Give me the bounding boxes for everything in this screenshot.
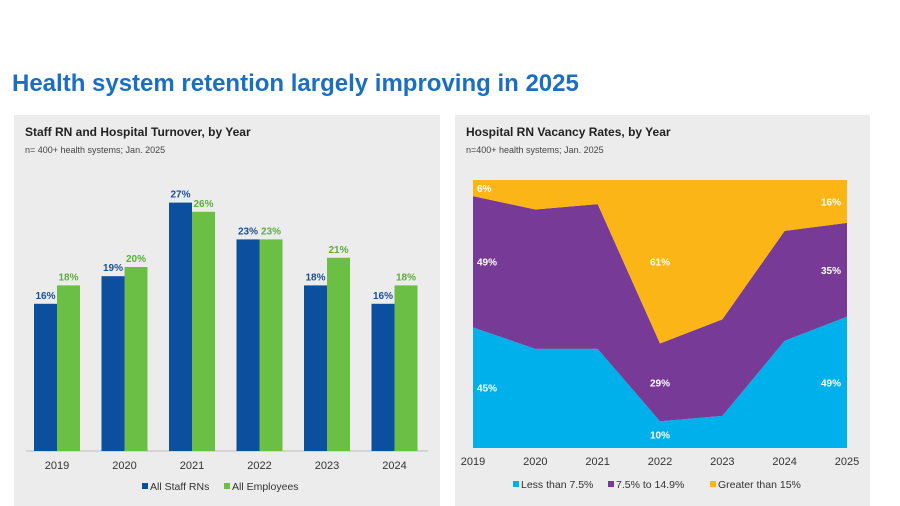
vacancy-area-chart: 45% 10% 49% 49% 29% 35% 6% 61% 16% 2019 2020 2021 20… xyxy=(461,180,859,491)
data-label: 16% xyxy=(35,291,55,302)
x-tick-label: 2022 xyxy=(247,460,271,472)
vacancy-chart-panel: Hospital RN Vacancy Rates, by Year n=400… xyxy=(455,115,870,506)
data-label: 61% xyxy=(650,258,670,269)
x-tick-label: 2021 xyxy=(585,456,609,468)
x-tick-label: 2020 xyxy=(112,460,136,472)
x-tick-label: 2024 xyxy=(382,460,406,472)
bar-2023-1 xyxy=(327,257,350,451)
data-label: 10% xyxy=(650,431,670,442)
bar-2019-1 xyxy=(57,285,80,451)
data-label: 16% xyxy=(821,197,841,208)
data-label: 6% xyxy=(477,184,492,195)
legend-label: All Employees xyxy=(232,481,299,493)
bar-2021-1 xyxy=(192,211,215,451)
legend-swatch xyxy=(710,481,716,487)
chart-title: Staff RN and Hospital Turnover, by Year xyxy=(25,125,251,139)
bar-2023-0 xyxy=(304,285,327,451)
x-tick-label: 2020 xyxy=(523,456,547,468)
turnover-chart-panel: Staff RN and Hospital Turnover, by Year … xyxy=(14,115,440,506)
page-title: Health system retention largely improvin… xyxy=(12,70,579,97)
bar-2024-0 xyxy=(371,303,395,451)
data-label: 21% xyxy=(328,245,348,256)
data-label: 23% xyxy=(261,226,281,237)
area-less-than-7-5- xyxy=(473,316,847,448)
data-label: 45% xyxy=(477,384,497,395)
data-label: 18% xyxy=(396,272,416,283)
data-label: 35% xyxy=(821,266,841,277)
area-7-5-to-14-9- xyxy=(473,196,847,422)
bar-2024-1 xyxy=(394,285,418,451)
legend-label: All Staff RNs xyxy=(150,481,209,493)
data-label: 49% xyxy=(477,258,497,269)
legend-label: Greater than 15% xyxy=(718,479,801,491)
chart-subtitle: n=400+ health systems; Jan. 2025 xyxy=(466,145,604,155)
x-tick-label: 2022 xyxy=(648,456,672,468)
bar-2020-0 xyxy=(101,276,125,451)
data-label: 27% xyxy=(170,190,190,201)
x-tick-label: 2025 xyxy=(835,456,859,468)
data-label: 18% xyxy=(58,272,78,283)
legend-swatch xyxy=(608,481,614,487)
legend-label: Less than 7.5% xyxy=(521,479,593,491)
bar-2020-1 xyxy=(124,267,148,451)
data-label: 16% xyxy=(373,291,393,302)
bar-2022-1 xyxy=(259,239,283,451)
chart-subtitle: n= 400+ health systems; Jan. 2025 xyxy=(25,145,166,155)
legend-swatch xyxy=(224,483,230,489)
legend-swatch xyxy=(142,483,148,489)
x-tick-label: 2019 xyxy=(45,460,69,472)
x-tick-label: 2019 xyxy=(461,456,485,468)
data-label: 19% xyxy=(103,263,123,274)
data-label: 18% xyxy=(305,272,325,283)
x-tick-label: 2024 xyxy=(772,456,796,468)
bar-2019-0 xyxy=(34,303,57,451)
legend-swatch xyxy=(513,481,519,487)
x-tick-label: 2023 xyxy=(315,460,339,472)
data-label: 23% xyxy=(238,226,258,237)
x-tick-label: 2023 xyxy=(710,456,734,468)
area-greater-than-15- xyxy=(473,180,847,344)
chart-title: Hospital RN Vacancy Rates, by Year xyxy=(466,125,671,139)
x-tick-label: 2021 xyxy=(180,460,204,472)
bar-2021-0 xyxy=(169,202,192,451)
data-label: 20% xyxy=(126,254,146,265)
data-label: 49% xyxy=(821,378,841,389)
legend-label: 7.5% to 14.9% xyxy=(616,479,684,491)
data-label: 29% xyxy=(650,378,670,389)
bar-2022-0 xyxy=(236,239,260,451)
data-label: 26% xyxy=(193,199,213,210)
